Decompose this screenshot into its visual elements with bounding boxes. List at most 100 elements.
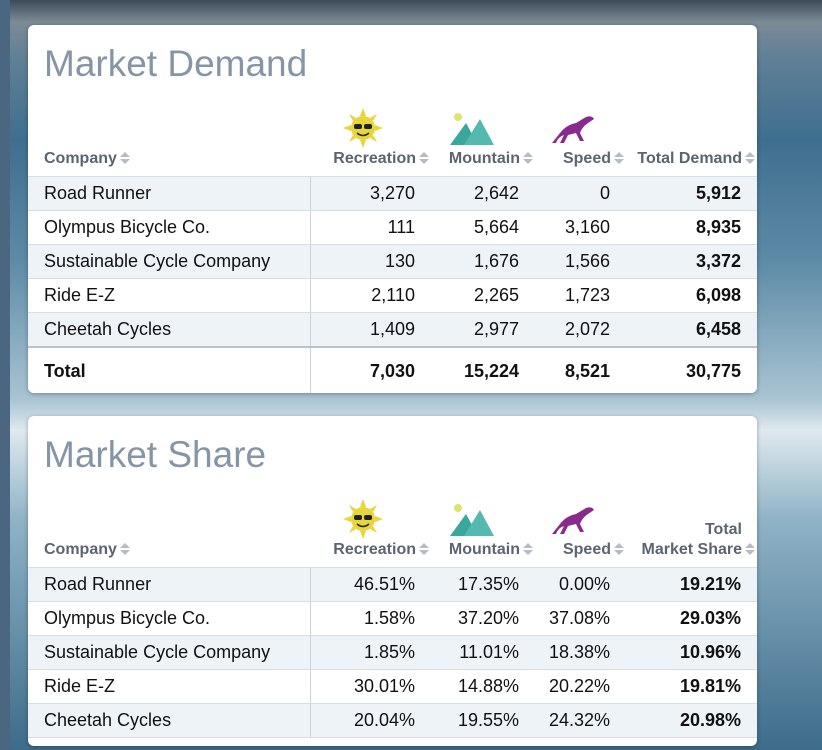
cell-value: 1,566 [564,251,610,271]
cell-value: 46.51% [353,574,415,594]
cell-value: 19.55% [457,710,519,730]
cell-value: 30.01% [353,676,415,696]
header-text: Company [44,541,117,558]
table-row: Road Runner 3,270 2,642 0 5,912 [28,176,757,210]
share-card: Market Share Company Recreation Mountain Sp… [28,416,757,746]
row-label: Road Runner [44,183,152,203]
column-divider [310,670,311,703]
cell-value: 5,912 [695,183,741,203]
side-strip [0,0,10,750]
column-header[interactable]: Recreation [333,541,429,559]
cell-value: 0 [599,183,610,203]
column-divider [310,211,311,244]
cheetah-icon [552,507,594,534]
cell-value: 37.20% [457,608,519,628]
card-title: Market Share [44,434,267,475]
column-divider [310,313,311,346]
column-header[interactable]: Market Share [642,541,755,559]
column-divider [310,636,311,669]
header-text: Speed [562,541,611,558]
column-divider [310,279,311,312]
sort-arrows [614,543,624,555]
cell-value: 3,270 [369,183,415,203]
cell-value: 8,935 [695,217,741,237]
demand-card: Market Demand Company Recreation Mountain S… [28,25,757,393]
column-divider [310,245,311,278]
column-divider [310,348,311,393]
table-row: Olympus Bicycle Co. 111 5,664 3,160 8,935 [28,210,757,244]
cell-value: 5,664 [473,217,519,237]
cell-value: 7,030 [369,361,415,381]
sort-arrows [523,152,533,164]
cell-value: 29.03% [679,608,741,628]
cell-value: 2,265 [473,285,519,305]
table-row: Road Runner 46.51% 17.35% 0.00% 19.21% [28,567,757,601]
column-header[interactable]: Total Demand [637,150,755,168]
column-header[interactable]: Company [44,150,130,168]
row-label: Ride E-Z [44,676,116,696]
table-row: Ride E-Z 30.01% 14.88% 20.22% 19.81% [28,669,757,703]
cell-value: 3,372 [695,251,741,271]
cell-value: 18.38% [548,642,610,662]
cell-value: 111 [387,217,415,237]
header-text: Recreation [333,150,416,167]
header-text: Total Demand [637,150,742,167]
cell-value: 3,160 [564,217,610,237]
table-row: Ride E-Z 2,110 2,265 1,723 6,098 [28,278,757,312]
row-label: Cheetah Cycles [44,710,172,730]
header-text: Mountain [448,541,520,558]
row-label: Total [44,361,86,381]
cell-value: 10.96% [679,642,741,662]
column-header[interactable]: Company [44,541,130,559]
cheetah-icon [552,116,594,143]
sort-arrows [614,152,624,164]
cell-value: 8,521 [564,361,610,381]
cell-value: 6,098 [695,285,741,305]
column-divider [310,568,311,601]
column-header[interactable]: Recreation [333,150,429,168]
cell-value: 24.32% [548,710,610,730]
row-label: Olympus Bicycle Co. [44,608,211,628]
sort-arrows [745,152,755,164]
cell-value: 19.21% [679,574,741,594]
column-header[interactable]: Mountain [449,150,533,168]
cell-value: 0.00% [558,574,610,594]
cell-value: 20.98% [679,710,741,730]
column-header[interactable]: Speed [563,150,624,168]
cell-value: 14.88% [457,676,519,696]
header-text: Speed [562,150,611,167]
sort-arrows [523,543,533,555]
mountain-icon [450,504,494,536]
header-text: Company [44,150,117,167]
card-title: Market Demand [44,43,308,84]
cell-value: 1,676 [473,251,519,271]
cell-value: 11.01% [459,642,519,662]
sort-arrows [419,543,429,555]
row-label: Olympus Bicycle Co. [44,217,211,237]
row-label: Sustainable Cycle Company [44,251,271,271]
cell-value: 30,775 [685,361,741,381]
table-row: Sustainable Cycle Company 130 1,676 1,566 3,… [28,244,757,278]
cell-value: 15,224 [463,361,519,381]
cell-value: 1,723 [564,285,610,305]
table-row: Cheetah Cycles 1,409 2,977 2,072 6,458 [28,312,757,346]
cell-value: 1,409 [369,319,415,339]
cell-value: 20.04% [353,710,415,730]
cell-value: 1.85% [363,642,415,662]
sort-arrows [745,543,755,555]
column-header[interactable]: Total [705,521,742,539]
row-label: Sustainable Cycle Company [44,642,271,662]
column-header[interactable]: Mountain [449,541,533,559]
cell-value: 1.58% [363,608,415,628]
cell-value: 37.08% [548,608,610,628]
row-label: Cheetah Cycles [44,319,172,339]
sort-arrows [119,543,130,555]
cell-value: 6,458 [695,319,741,339]
column-divider [310,177,311,210]
cell-value: 2,977 [473,319,519,339]
header-text: Recreation [333,541,416,558]
cell-value: 130 [384,251,415,271]
cell-value: 20.22% [548,676,610,696]
column-header[interactable]: Speed [563,541,624,559]
